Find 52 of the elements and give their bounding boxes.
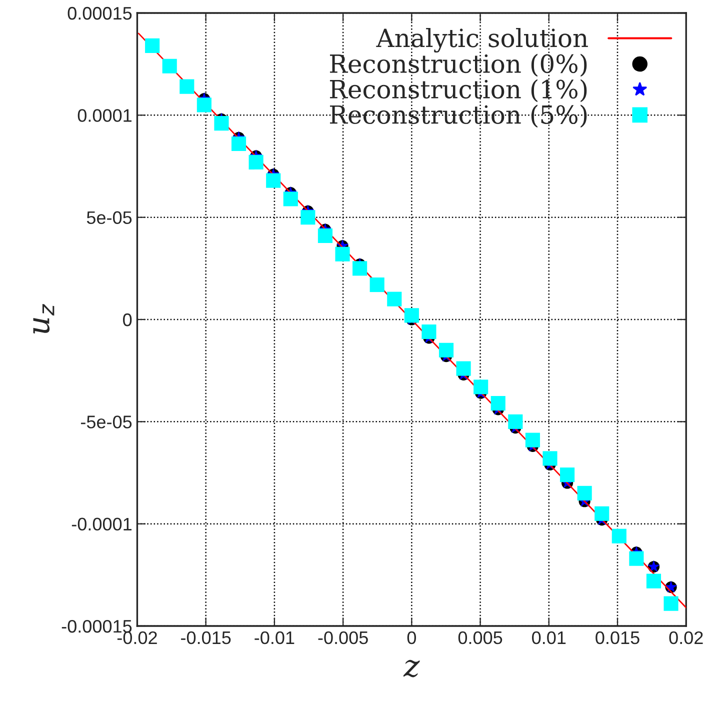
point bbox=[231, 136, 246, 152]
point bbox=[474, 380, 488, 394]
y-tick-label: 5e-05 bbox=[86, 211, 132, 224]
y-tick-label: 0.0001 bbox=[78, 109, 132, 122]
legend-label: Analytic solution bbox=[376, 28, 588, 53]
point bbox=[162, 58, 177, 74]
point bbox=[594, 506, 610, 521]
x-tick-label: -0.005 bbox=[318, 631, 368, 644]
x-tick-label: -0.01 bbox=[254, 631, 294, 644]
point bbox=[145, 38, 160, 53]
point bbox=[214, 116, 229, 131]
point bbox=[300, 210, 316, 225]
point bbox=[196, 98, 212, 112]
point bbox=[318, 228, 332, 244]
point bbox=[352, 261, 368, 276]
x-tick-label: 0.005 bbox=[458, 631, 502, 644]
point bbox=[542, 451, 558, 466]
point bbox=[508, 414, 523, 429]
x-tick-label: -0.015 bbox=[181, 631, 231, 644]
x-tick-label: 0.015 bbox=[596, 631, 640, 644]
x-tick-label: 0.02 bbox=[669, 631, 703, 644]
y-tick-label: -0.00015 bbox=[62, 620, 132, 633]
point bbox=[422, 324, 436, 340]
x-axis-title: z bbox=[403, 660, 420, 678]
point bbox=[370, 277, 384, 292]
point bbox=[180, 79, 194, 94]
point bbox=[387, 292, 402, 306]
point bbox=[456, 361, 471, 376]
point bbox=[560, 468, 575, 482]
x-tick-label: 0.01 bbox=[532, 631, 566, 644]
legend-label: Reconstruction (5%) bbox=[330, 104, 587, 128]
point bbox=[612, 528, 626, 544]
point bbox=[629, 551, 644, 566]
y-tick-label: 0 bbox=[123, 313, 132, 326]
legend-label: Reconstruction (0%) bbox=[330, 54, 587, 77]
point bbox=[646, 574, 662, 588]
y-tick-label: -0.0001 bbox=[72, 518, 132, 531]
point bbox=[525, 432, 540, 448]
legend-label: Reconstruction (1%) bbox=[330, 79, 587, 102]
x-tick-label: 0 bbox=[407, 631, 416, 644]
point bbox=[266, 173, 281, 188]
y-tick-label: -5e-05 bbox=[80, 416, 132, 428]
x-tick-label: -0.02 bbox=[117, 631, 157, 644]
point bbox=[335, 246, 350, 262]
point bbox=[490, 396, 506, 411]
point bbox=[283, 192, 298, 206]
point bbox=[664, 596, 678, 611]
y-tick-label: 0.00015 bbox=[68, 6, 132, 20]
point bbox=[438, 342, 454, 358]
point bbox=[248, 154, 264, 170]
point bbox=[577, 486, 592, 500]
y-axis-title: u$_{z}$ bbox=[33, 304, 54, 334]
